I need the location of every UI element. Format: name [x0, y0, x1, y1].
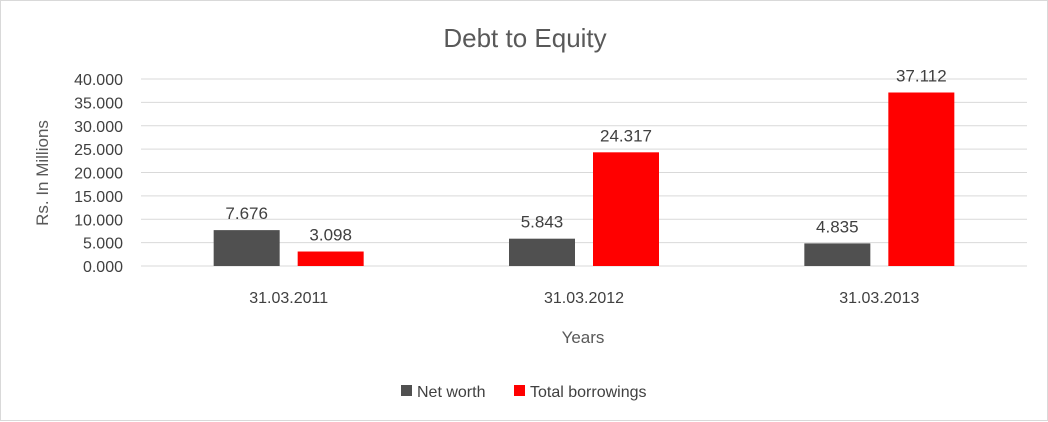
legend-swatch	[401, 385, 412, 396]
y-tick-label: 5.000	[83, 236, 123, 253]
data-label: 5.843	[521, 213, 564, 232]
y-tick-label: 0.000	[83, 259, 123, 276]
bar-total-borrowings	[888, 92, 955, 266]
x-axis-title: Years	[562, 328, 605, 347]
data-labels: 7.676 3.098 5.843 24.317 4.835 37.112	[225, 67, 946, 245]
x-tick-label: 31.03.2012	[544, 290, 624, 307]
data-label: 3.098	[309, 226, 352, 245]
bar-total-borrowings	[297, 251, 364, 266]
x-tick-label: 31.03.2011	[249, 290, 328, 307]
y-tick-label: 25.000	[74, 142, 123, 159]
legend-label: Total borrowings	[530, 384, 647, 401]
legend: Net worth Total borrowings	[401, 384, 647, 401]
bar-net-worth	[213, 230, 280, 266]
bars	[213, 92, 955, 266]
chart-title: Debt to Equity	[443, 23, 606, 53]
data-label: 4.835	[816, 217, 859, 236]
y-tick-label: 20.000	[74, 166, 123, 183]
y-tick-label: 15.000	[74, 189, 123, 206]
x-tick-labels: 31.03.2011 31.03.2012 31.03.2013	[249, 290, 919, 307]
legend-swatch	[514, 385, 525, 396]
y-tick-label: 35.000	[74, 95, 123, 112]
bar-net-worth	[804, 243, 871, 266]
data-label: 7.676	[225, 204, 268, 223]
data-label: 24.317	[600, 126, 652, 145]
bar-net-worth	[509, 238, 575, 266]
gridlines	[141, 78, 1027, 267]
y-tick-label: 40.000	[74, 72, 123, 89]
y-tick-label: 10.000	[74, 212, 123, 229]
bar-total-borrowings	[593, 152, 659, 266]
y-axis-title: Rs. In Millions	[33, 120, 52, 226]
data-label: 37.112	[896, 67, 947, 86]
y-tick-label: 30.000	[74, 119, 123, 136]
x-tick-label: 31.03.2013	[839, 290, 919, 307]
y-tick-labels: 0.000 5.000 10.000 15.000 20.000 25.000 30.000…	[74, 72, 123, 276]
legend-label: Net worth	[417, 384, 485, 401]
